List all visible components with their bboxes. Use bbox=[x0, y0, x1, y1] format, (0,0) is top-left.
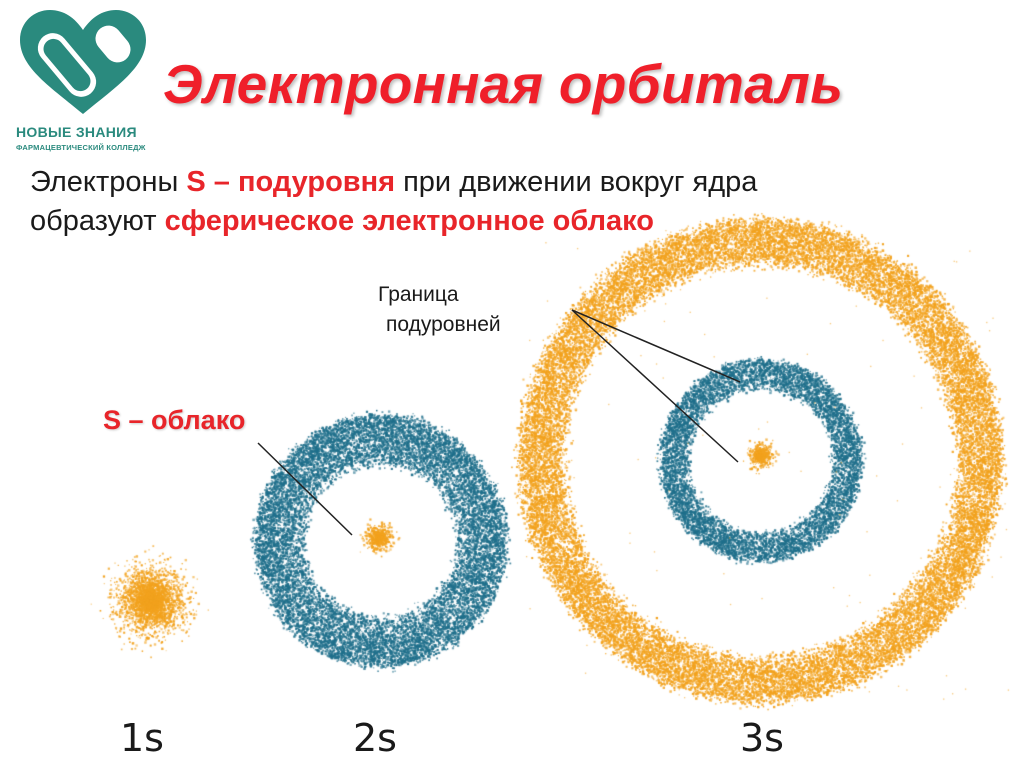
logo-subtitle: ФАРМАЦЕВТИЧЕСКИЙ КОЛЛЕДЖ bbox=[16, 143, 146, 152]
boundary-label-line-2: подуровней bbox=[386, 313, 501, 336]
heart-pill-icon bbox=[20, 10, 146, 114]
logo: НОВЫЕ ЗНАНИЯ ФАРМАЦЕВТИЧЕСКИЙ КОЛЛЕДЖ bbox=[8, 6, 158, 156]
s-cloud-label: S – облако bbox=[103, 405, 246, 435]
body-line-1: Электроны S – подуровня при движении вок… bbox=[30, 166, 757, 199]
orbital-label-2s: 2s bbox=[353, 716, 397, 760]
page-title: Электронная орбиталь bbox=[163, 53, 844, 115]
body-line-1-start: Электроны bbox=[30, 166, 187, 198]
boundary-label-line-1: Граница bbox=[378, 283, 459, 306]
orbital-label-1s: 1s bbox=[120, 716, 164, 760]
body-line-2-start: образуют bbox=[30, 205, 165, 237]
body-line-1-end: при движении вокруг ядра bbox=[395, 166, 758, 198]
logo-name: НОВЫЕ ЗНАНИЯ bbox=[16, 124, 137, 140]
body-s-sublevel: S – подуровня bbox=[186, 166, 396, 198]
orbital-label-3s: 3s bbox=[740, 716, 784, 760]
s-cloud-pointer-line bbox=[257, 442, 353, 536]
body-line-2: образуют сферическое электронное облако bbox=[30, 205, 654, 238]
body-spherical-cloud: сферическое электронное облако bbox=[164, 205, 654, 237]
boundary-pointer-line-inner bbox=[571, 309, 739, 463]
boundary-pointer-line-outer bbox=[571, 309, 741, 383]
